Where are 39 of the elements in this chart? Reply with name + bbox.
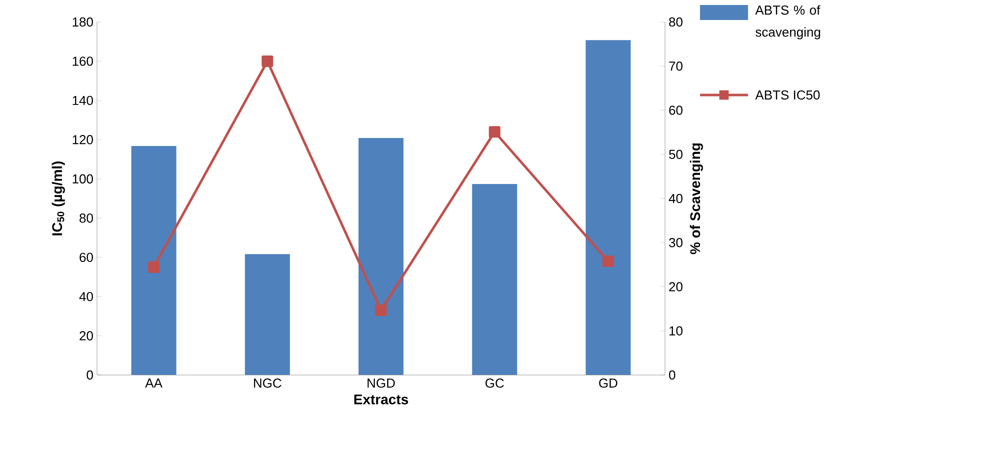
y2-tick-label: 10 — [670, 326, 682, 336]
y2-tick-label: 0 — [669, 370, 676, 380]
y2-tick-label: 20 — [669, 282, 682, 292]
y-tick-label: 80 — [80, 214, 93, 223]
point — [262, 55, 274, 67]
point — [148, 261, 160, 273]
y2-tick-label: 80 — [669, 17, 682, 27]
bar — [244, 254, 290, 375]
y2-axis-title: % of Scavenging — [690, 143, 703, 254]
y-tick-label: 180 — [72, 17, 93, 27]
point — [488, 126, 500, 138]
point — [375, 304, 387, 316]
legend-label: ABTS % of scavenging — [755, 5, 820, 40]
y2-tick-label: 50 — [669, 150, 682, 159]
bar — [472, 184, 518, 375]
x-tick-label: NGD — [368, 378, 395, 388]
bar — [358, 138, 404, 375]
y-tick-label: 160 — [72, 56, 93, 66]
x-tick-label: GC — [486, 378, 504, 388]
point — [602, 256, 614, 268]
y-tick-label: 40 — [79, 292, 93, 302]
bar — [586, 40, 631, 375]
y2-tick-label: 40 — [668, 194, 682, 204]
x-tick-label: GD — [599, 378, 618, 388]
y-tick-label: 140 — [72, 96, 93, 106]
y2-tick-label: 70 — [669, 62, 682, 71]
y-tick-label: 0 — [86, 370, 93, 380]
x-axis-title: Extracts — [354, 394, 408, 404]
x-tick-label: AA — [145, 378, 162, 388]
y-tick-label: 100 — [72, 174, 93, 184]
y2-tick-label: 30 — [669, 238, 682, 248]
y2-tick-label: 60 — [669, 106, 682, 115]
y-tick-label: 60 — [80, 252, 93, 262]
y-tick-label: 120 — [72, 135, 93, 144]
bar — [131, 146, 176, 375]
y-tick-label: 20 — [80, 331, 93, 340]
y-axis-title: IC$_{50}$ (µg/ml) — [52, 161, 65, 236]
x-tick-label: NGC — [254, 378, 282, 388]
legend-label: ABTS IC50 — [755, 90, 820, 100]
